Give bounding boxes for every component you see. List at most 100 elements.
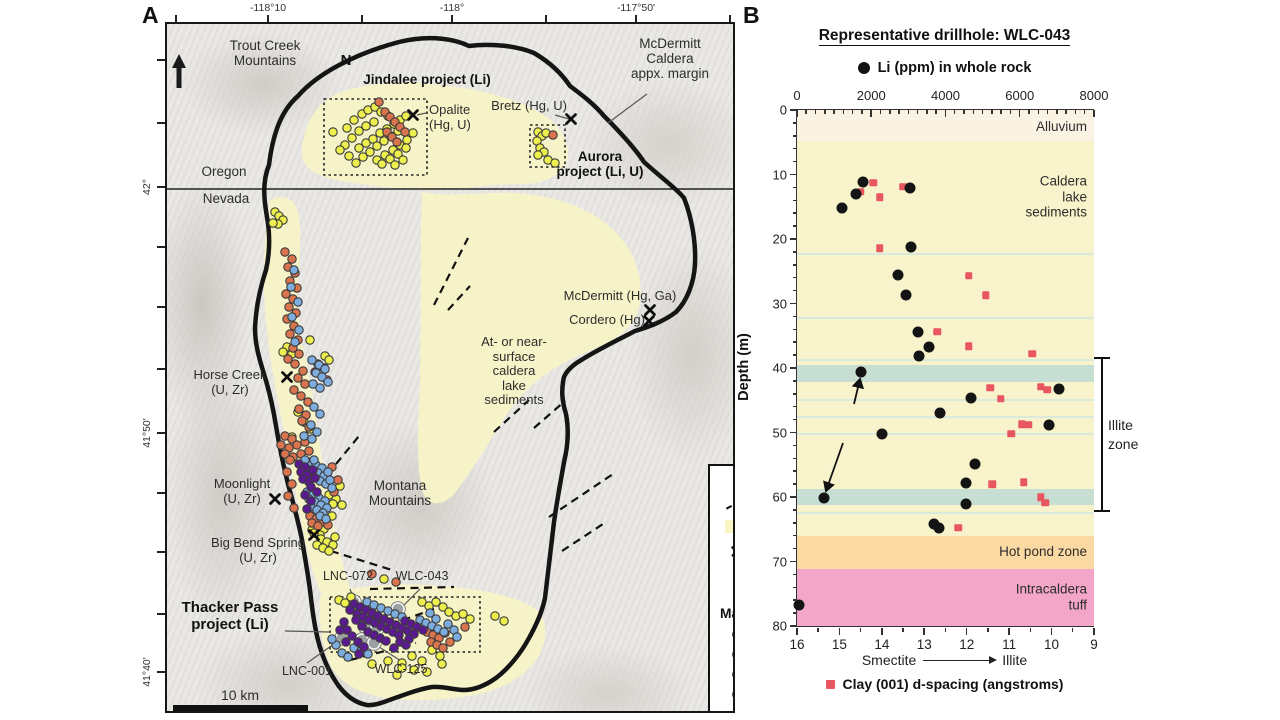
map-label-thacker-pass-project: Thacker Pass project (Li) — [182, 599, 279, 634]
assay-dot-purple — [308, 465, 318, 475]
historic-mine-x — [269, 493, 281, 505]
top-tick — [1083, 110, 1086, 114]
depth-tick-label: 30 — [772, 296, 787, 311]
map-label-wlc-043: WLC-043 — [396, 569, 449, 583]
assay-dot-purple — [300, 490, 310, 500]
li-point — [904, 182, 916, 194]
legend-subtitle: Max Li in drillhole assay — [720, 606, 733, 622]
depth-tick-label: 20 — [772, 231, 787, 247]
top-tick — [1065, 110, 1067, 114]
depth-axis-label: Depth (m) — [736, 333, 752, 401]
assay-dot-blue — [306, 420, 316, 430]
lat-tick — [157, 492, 165, 494]
clay-point — [1018, 420, 1026, 428]
clay-point — [869, 179, 878, 187]
illite-line: Illite — [1108, 417, 1133, 434]
top-tick — [842, 110, 845, 114]
clay-point — [965, 272, 973, 280]
assay-dot-orange — [280, 449, 290, 459]
map-label-line: Mountains — [233, 53, 297, 69]
clay-series-legend: Clay (001) d-spacing (angstroms) — [786, 676, 1103, 692]
tephra-thin-line — [797, 512, 1094, 515]
clay-legend-label: Clay (001) d-spacing (angstroms) — [842, 676, 1064, 692]
depth-tick — [792, 522, 797, 524]
assay-dot-orange — [298, 366, 308, 376]
map-label-mcdermitt-mine: McDermitt (Hg, Ga) — [564, 288, 677, 304]
lat-tick — [157, 368, 165, 370]
legend-class-gt6000: >6000 ppm — [720, 687, 733, 702]
assay-dot-yellow — [401, 143, 411, 153]
historic-mine-x — [407, 109, 419, 121]
assay-dot-blue — [327, 483, 337, 493]
top-tick — [870, 110, 872, 117]
map-label-line: Bretz (Hg, U) — [491, 98, 567, 113]
map-label-at-or-near-surface-seds: At- or near-surface caldera lake sediments — [481, 334, 547, 408]
assay-dot-yellow — [444, 607, 454, 617]
clay-point — [1028, 350, 1037, 358]
assay-dot-yellow — [533, 150, 543, 160]
clay-point — [986, 384, 994, 392]
assay-dot-purple — [302, 504, 312, 514]
clay-point — [1024, 421, 1032, 429]
assay-dot-purple — [359, 642, 369, 652]
north-label: N — [340, 52, 352, 69]
bottom-tick — [796, 627, 798, 635]
top-tick — [981, 110, 984, 114]
li-point — [793, 599, 805, 611]
bottom-tick-label: 12 — [959, 637, 975, 652]
zone-label-line: tuff — [1068, 596, 1087, 612]
historic-mine-x — [308, 529, 320, 541]
clay-square-icon — [825, 679, 835, 689]
li-legend-label: Li (ppm) in whole rock — [877, 60, 1032, 76]
assay-dot-blue — [315, 409, 325, 419]
resurgence-fault — [369, 585, 455, 591]
assay-dot-orange — [300, 379, 310, 389]
zone-label: Hot pond zone — [999, 545, 1087, 561]
top-tick — [935, 110, 937, 114]
assay-dot-purple — [310, 473, 320, 483]
assay-dot-yellow — [437, 659, 447, 669]
map-label-opalite-mine: Opalite (Hg, U) — [429, 102, 471, 132]
assay-dot-blue — [439, 627, 449, 637]
depth-tick-label: 70 — [772, 554, 787, 569]
assay-dot-orange — [282, 467, 292, 477]
tephra-band — [797, 488, 1094, 506]
zone-label-line: Hot pond zone — [999, 544, 1087, 560]
map-label-line: Opalite — [429, 102, 471, 117]
assay-dot-orange — [283, 491, 293, 501]
depth-tick — [792, 470, 797, 472]
assay-dot-yellow — [438, 602, 448, 612]
top-tick — [1028, 110, 1030, 114]
leader-line — [607, 93, 648, 124]
map-panel: N Trout Creek Mountains Jindalee project (… — [165, 22, 735, 713]
assay-dot-orange — [374, 97, 384, 107]
map-canvas — [167, 35, 733, 711]
assay-dot-orange — [292, 440, 302, 450]
assay-dot-orange — [367, 569, 377, 579]
historic-mine-x — [643, 315, 655, 327]
li-point — [857, 176, 869, 188]
smectite-illite-axis-caption: Smectite Illite — [796, 652, 1093, 668]
depth-tick — [792, 147, 797, 150]
smectite-label: Smectite — [861, 652, 917, 668]
depth-tick — [792, 135, 797, 137]
assay-dot-yellow — [402, 135, 412, 145]
tephra-band — [797, 365, 1094, 382]
assay-dot-yellow — [342, 123, 352, 133]
assay-dot-orange — [281, 289, 291, 299]
depth-tick — [790, 109, 797, 111]
assay-dot-purple — [312, 487, 322, 497]
map-label-line: Mountains — [368, 493, 432, 509]
map-label-line: Horse Creek — [193, 367, 267, 382]
assay-dot-yellow — [351, 158, 361, 168]
assay-dot-blue — [317, 372, 327, 382]
project-outline-box — [329, 596, 481, 653]
lat-label: 41°50' — [141, 418, 153, 448]
legend-class-lt2000: <2000 ppm — [720, 627, 733, 642]
resurgence-fault — [533, 400, 566, 429]
resurgence-fault-icon — [720, 495, 733, 510]
legend-item-seds: Caldera lake seds — [720, 519, 733, 534]
depth-tick — [792, 393, 797, 395]
depth-tick — [792, 418, 797, 421]
assay-dot-yellow — [417, 656, 427, 666]
